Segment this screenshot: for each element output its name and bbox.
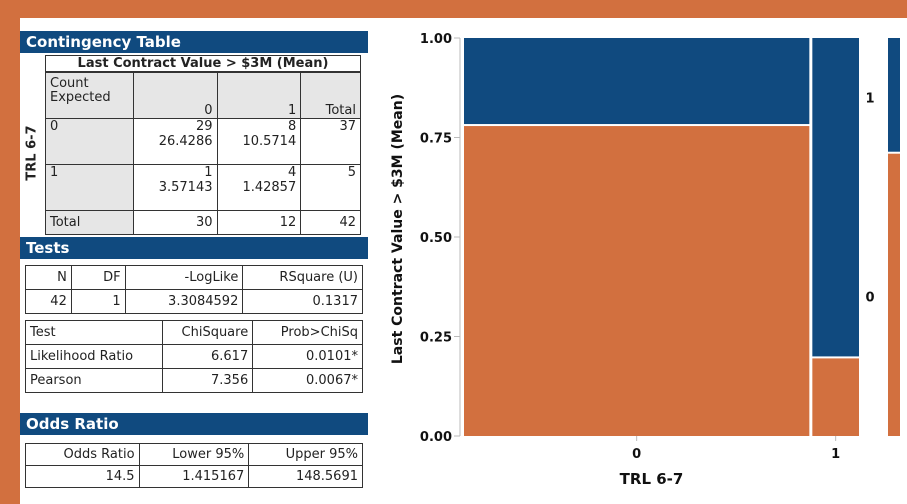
mosaic-cell-level-0	[812, 358, 859, 436]
y-tick-label: 0.00	[420, 430, 452, 445]
contingency-table-panel: Last Contract Value > $3M (Mean) TRL 6-7…	[20, 53, 368, 235]
y-tick-label: 0.25	[420, 331, 452, 346]
y-axis-title: Last Contract Value > $3M (Mean)	[390, 94, 406, 364]
marginal-bar-level-1	[888, 38, 900, 152]
row-total: 5	[300, 164, 361, 211]
cell-count: 8	[287, 119, 297, 134]
corner-count-label: Count	[50, 76, 89, 91]
test-header: Test	[24, 320, 164, 345]
n-header: N	[25, 265, 72, 290]
total-cell: 30	[132, 210, 218, 235]
contingency-header-row: Count Expected 0 1 Total	[45, 72, 361, 119]
cell-expected: 10.5714	[242, 134, 297, 149]
contingency-total-row: Total 30 12 42	[45, 210, 361, 235]
marginal-bar-level-0	[888, 153, 900, 436]
mosaic-cell-level-1	[812, 38, 859, 357]
tests-chisq-row: Likelihood Ratio 6.617 0.0101*	[24, 344, 363, 369]
test-name: Pearson	[24, 368, 164, 393]
top-accent-bar	[0, 0, 907, 18]
chisquare-value: 7.356	[162, 368, 254, 393]
corner-expected-label: Expected	[50, 90, 111, 105]
mosaic-cell-level-1	[464, 38, 810, 125]
chisquare-value: 6.617	[162, 344, 254, 369]
odds-ratio-title[interactable]: Odds Ratio	[20, 413, 368, 435]
rsquare-value: 0.1317	[242, 289, 363, 314]
contingency-table: Count Expected 0 1 Total 0 29 26.4286 8 10.…	[45, 72, 361, 235]
upper95-value: 148.5691	[248, 465, 363, 488]
upper95-header: Upper 95%	[248, 443, 363, 466]
contingency-table-title[interactable]: Contingency Table	[20, 31, 368, 53]
odds-ratio-value: 14.5	[25, 465, 140, 488]
row-total: 37	[300, 118, 361, 165]
cell: 29 26.4286	[132, 118, 218, 165]
prob-value: 0.0101*	[252, 344, 363, 369]
mosaic-plot: 0 1 0.00 0.25 0.50 0.75 1.00 TRL 6-7 Last Contra…	[390, 32, 900, 488]
prob-header: Prob>ChiSq	[252, 320, 363, 345]
x-axis-title: TRL 6-7	[620, 470, 684, 488]
tests-chisq-header: Test ChiSquare Prob>ChiSq	[24, 320, 363, 345]
chisquare-header: ChiSquare	[162, 320, 254, 345]
df-header: DF	[70, 265, 126, 290]
odds-ratio-row: 14.5 1.415167 148.5691	[25, 465, 363, 488]
contingency-row-header: TRL 6-7	[24, 125, 40, 181]
cell-count: 29	[195, 119, 213, 134]
lower95-header: Lower 95%	[138, 443, 250, 466]
contingency-col-header: Last Contract Value > $3M (Mean)	[45, 55, 361, 72]
odds-ratio-header: Odds Ratio Lower 95% Upper 95%	[25, 443, 363, 466]
grand-total: 42	[300, 210, 361, 235]
lower95-value: 1.415167	[138, 465, 250, 488]
tests-title[interactable]: Tests	[20, 237, 368, 259]
tests-chisq-table: Test ChiSquare Prob>ChiSq Likelihood Rat…	[24, 320, 363, 393]
test-name: Likelihood Ratio	[24, 344, 164, 369]
x-tick-label: 1	[831, 447, 840, 462]
rsquare-header: RSquare (U)	[242, 265, 363, 290]
legend-label-level-0: 0	[865, 291, 874, 306]
col-label-total: Total	[300, 72, 361, 119]
loglike-value: 3.3084592	[124, 289, 244, 314]
row-label: 1	[45, 164, 134, 211]
tests-summary-table: N DF -LogLike RSquare (U) 42 1 3.3084592…	[25, 265, 363, 314]
cell: 8 10.5714	[216, 118, 302, 165]
cell-count: 4	[287, 165, 297, 180]
mosaic-cell-level-0	[464, 126, 810, 436]
total-row-label: Total	[45, 210, 134, 235]
y-tick-label: 0.50	[420, 231, 452, 246]
tests-summary-row: 42 1 3.3084592 0.1317	[25, 289, 363, 314]
legend-label-level-1: 1	[865, 92, 874, 107]
df-value: 1	[70, 289, 126, 314]
cell-expected: 3.57143	[158, 180, 213, 195]
cell: 1 3.57143	[132, 164, 218, 211]
left-accent-strip	[0, 18, 20, 504]
y-tick-label: 1.00	[420, 32, 452, 47]
tests-chisq-row: Pearson 7.356 0.0067*	[24, 368, 363, 393]
col-label-1: 1	[216, 72, 302, 119]
n-value: 42	[25, 289, 72, 314]
x-tick-label: 0	[632, 447, 641, 462]
row-label: 0	[45, 118, 134, 165]
loglike-header: -LogLike	[124, 265, 244, 290]
odds-ratio-table: Odds Ratio Lower 95% Upper 95% 14.5 1.41…	[25, 443, 363, 488]
cell-expected: 1.42857	[242, 180, 297, 195]
y-tick-label: 0.75	[420, 132, 452, 147]
tests-panel: N DF -LogLike RSquare (U) 42 1 3.3084592…	[20, 259, 368, 407]
tests-summary-header: N DF -LogLike RSquare (U)	[25, 265, 363, 290]
contingency-row: 0 29 26.4286 8 10.5714 37	[45, 118, 361, 165]
cell: 4 1.42857	[216, 164, 302, 211]
cell-expected: 26.4286	[158, 134, 213, 149]
odds-ratio-panel: Odds Ratio Lower 95% Upper 95% 14.5 1.41…	[20, 435, 368, 495]
contingency-row-header-cell: TRL 6-7	[20, 73, 45, 235]
cell-count: 1	[204, 165, 213, 180]
corner-cell: Count Expected	[45, 72, 134, 119]
total-cell: 12	[216, 210, 302, 235]
odds-ratio-header-cell: Odds Ratio	[25, 443, 140, 466]
col-label-0: 0	[132, 72, 218, 119]
contingency-row: 1 1 3.57143 4 1.42857 5	[45, 164, 361, 211]
prob-value: 0.0067*	[252, 368, 363, 393]
